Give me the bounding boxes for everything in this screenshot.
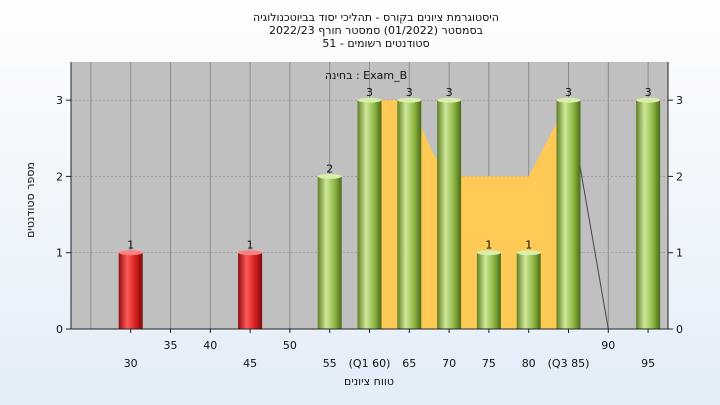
- bar-80: [516, 252, 541, 329]
- chart-title-line-2: בסמסטר (01/2022) סמסטר חורף 2022/23: [269, 24, 483, 37]
- y-tick-label: 1: [676, 247, 683, 260]
- bar-cap-70: [437, 97, 462, 103]
- bar-cap-85: [556, 97, 581, 103]
- y-tick-label: 1: [56, 247, 63, 260]
- y-tick-label: 2: [676, 170, 683, 183]
- x-tick-label: 90: [601, 339, 615, 352]
- exam-annotation: בחינה : Exam_B: [325, 69, 407, 82]
- x-tick-label: 50: [283, 339, 297, 352]
- bar-cap-45: [238, 250, 263, 256]
- bar-55: [317, 176, 342, 329]
- axes: [66, 62, 673, 333]
- y-axis-label: מספר סטודנטים: [24, 162, 37, 238]
- bar-value-55: 2: [326, 162, 333, 175]
- bar-75: [476, 252, 501, 329]
- bar-value-30: 1: [127, 239, 134, 252]
- bar-value-95: 3: [645, 86, 652, 99]
- bar-value-labels: 1 1 2 3 3 3 1 1 3 3: [127, 86, 651, 252]
- bar-cap-80: [516, 250, 541, 256]
- y-tick-label: 0: [56, 323, 63, 336]
- x-tick-label: 70: [442, 357, 456, 370]
- x-tick-label: (Q3 85): [548, 357, 590, 370]
- x-tick-label: 75: [482, 357, 496, 370]
- x-tick-label: (Q1 60): [349, 357, 391, 370]
- x-axis-label: טווח ציונים: [344, 375, 394, 388]
- bar-value-75: 1: [485, 239, 492, 252]
- y-tick-labels-left: 0 1 2 3: [56, 94, 63, 336]
- bar-60: [357, 100, 382, 330]
- x-tick-label: 95: [641, 357, 655, 370]
- x-tick-label: 40: [203, 339, 217, 352]
- chart-title: היסטוגרמת ציונים בקורס - תהליכי יסוד בבי…: [253, 11, 499, 50]
- bar-cap-55: [317, 173, 342, 179]
- chart-title-line-1: היסטוגרמת ציונים בקורס - תהליכי יסוד בבי…: [253, 11, 499, 24]
- bar-cap-95: [636, 97, 661, 103]
- y-tick-label: 2: [56, 170, 63, 183]
- x-tick-label: 35: [164, 339, 178, 352]
- bar-cap-65: [397, 97, 422, 103]
- y-tick-label: 3: [56, 94, 63, 107]
- bar-70: [437, 100, 462, 330]
- bar-85: [556, 100, 581, 330]
- bar-30: [118, 252, 143, 329]
- x-tick-labels: 30 45 55 (Q1 60) 65 70 75 80 (Q3 85) 95 35 40 50 90: [124, 339, 655, 370]
- y-tick-label: 0: [676, 323, 683, 336]
- x-tick-label: 65: [402, 357, 416, 370]
- x-tick-label: 80: [522, 357, 536, 370]
- bar-65: [397, 100, 422, 330]
- bar-cap-75: [476, 250, 501, 256]
- x-tick-label: 45: [243, 357, 257, 370]
- bar-value-80: 1: [525, 239, 532, 252]
- bar-cap-60: [357, 97, 382, 103]
- bar-value-45: 1: [247, 239, 254, 252]
- bar-95: [636, 100, 661, 330]
- y-tick-label: 3: [676, 94, 683, 107]
- x-tick-label: 55: [323, 357, 337, 370]
- bar-45: [238, 252, 263, 329]
- bar-value-60: 3: [366, 86, 373, 99]
- bar-cap-30: [118, 250, 143, 256]
- x-tick-label: 30: [124, 357, 138, 370]
- y-tick-labels-right: 0 1 2 3: [676, 94, 683, 336]
- bars: [118, 97, 661, 330]
- bar-value-85: 3: [565, 86, 572, 99]
- chart-title-line-3: 51 - סטודנטים רשומים: [322, 37, 429, 50]
- bar-value-70: 3: [446, 86, 453, 99]
- bar-value-65: 3: [406, 86, 413, 99]
